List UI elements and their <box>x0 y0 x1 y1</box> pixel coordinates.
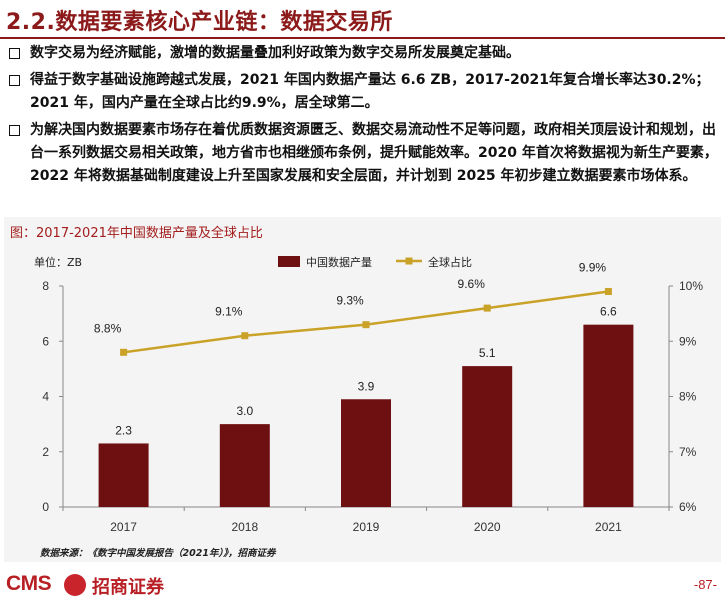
bar-data-label: 3.9 <box>358 379 375 393</box>
line-data-label: 9.1% <box>215 305 243 319</box>
line-data-label: 9.3% <box>336 294 364 308</box>
x-tick-label: 2018 <box>231 520 258 534</box>
bullet-text: 为解决国内数据要素市场存在着优质数据资源匮乏、数据交易流动性不足等问题，政府相关… <box>30 122 718 184</box>
x-tick-label: 2021 <box>595 520 622 534</box>
y-right-tick-label: 7% <box>679 445 697 459</box>
square-bullet-icon <box>9 48 20 59</box>
square-bullet-icon <box>9 125 20 136</box>
legend-bar-label: 中国数据产量 <box>306 255 372 269</box>
line-data-label: 9.9% <box>579 261 607 275</box>
brand-cn: 招商证券 <box>92 577 164 598</box>
bullet-item: 为解决国内数据要素市场存在着优质数据资源匮乏、数据交易流动性不足等问题，政府相关… <box>6 119 720 188</box>
x-tick-label: 2020 <box>474 520 501 534</box>
square-bullet-icon <box>9 75 20 86</box>
x-tick-label: 2017 <box>110 520 137 534</box>
bar-data-label: 2.3 <box>115 423 132 437</box>
y-right-tick-label: 10% <box>679 279 703 293</box>
page-title: 2.2.数据要素核心产业链：数据交易所 <box>6 10 393 35</box>
line-point <box>362 321 370 329</box>
legend-line-label: 全球占比 <box>428 255 472 269</box>
bar-data-label: 3.0 <box>236 404 253 418</box>
bar-data-label: 5.1 <box>479 346 496 360</box>
line-point <box>604 288 612 296</box>
bar-data-label: 6.6 <box>600 305 617 319</box>
bullet-text: 得益于数字基础设施跨越式发展，2021 年国内数据产量达 6.6 ZB，2017… <box>30 72 710 111</box>
chart-caption: 图：2017-2021年中国数据产量及全球占比 <box>10 226 263 241</box>
bullet-list: 数字交易为经济赋能，激增的数据量叠加利好政策为数字交易所发展奠定基础。 得益于数… <box>6 42 720 192</box>
title-divider <box>0 37 725 39</box>
bar <box>98 443 149 507</box>
bullet-text: 数字交易为经济赋能，激增的数据量叠加利好政策为数字交易所发展奠定基础。 <box>30 45 520 61</box>
y-left-tick-label: 2 <box>42 445 49 459</box>
bar <box>341 399 391 507</box>
y-left-tick-label: 0 <box>42 500 49 514</box>
bar <box>462 366 513 507</box>
line-data-label: 9.6% <box>458 277 486 291</box>
legend-bar-swatch <box>278 256 300 267</box>
bullet-item: 得益于数字基础设施跨越式发展，2021 年国内数据产量达 6.6 ZB，2017… <box>6 69 720 115</box>
bar <box>583 324 634 507</box>
legend-line-marker <box>405 257 413 265</box>
line-point <box>241 332 249 340</box>
bar <box>219 424 270 507</box>
line-point <box>483 304 491 312</box>
chart-unit: 单位：ZB <box>34 256 83 269</box>
y-left-tick-label: 6 <box>42 334 49 348</box>
brand-en: CMS <box>6 572 52 595</box>
page-number: -87- <box>693 577 717 592</box>
y-left-tick-label: 8 <box>42 279 49 293</box>
y-right-tick-label: 8% <box>679 390 697 404</box>
y-right-tick-label: 6% <box>679 500 697 514</box>
line-data-label: 8.8% <box>94 321 122 335</box>
source-note: 数据来源：《数字中国发展报告（2021年）》，招商证券 <box>40 548 276 559</box>
y-right-tick-label: 9% <box>679 334 697 348</box>
brand-logo-icon <box>64 574 86 596</box>
y-left-tick-label: 4 <box>42 390 49 404</box>
line-point <box>120 348 128 356</box>
bullet-item: 数字交易为经济赋能，激增的数据量叠加利好政策为数字交易所发展奠定基础。 <box>6 42 720 65</box>
x-tick-label: 2019 <box>353 520 380 534</box>
